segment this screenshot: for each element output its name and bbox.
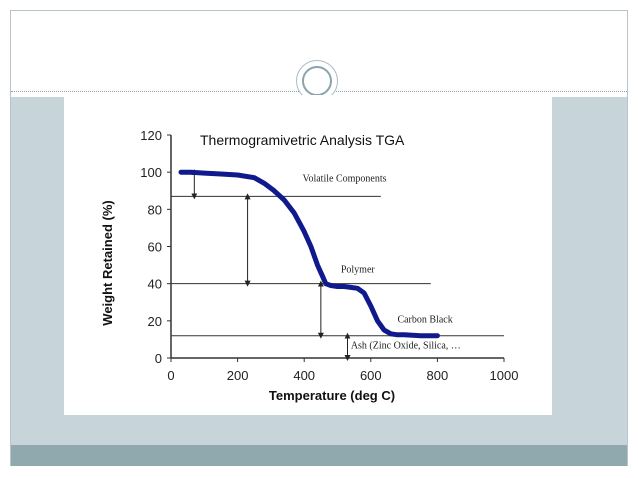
- y-tick-label: 0: [155, 351, 162, 366]
- circle-ornament-inner: [302, 66, 332, 96]
- y-tick-label: 20: [148, 314, 162, 329]
- annotation-label: Carbon Black: [397, 315, 452, 326]
- y-tick-label: 60: [148, 240, 162, 255]
- tga-curve-line: [178, 169, 440, 339]
- annotation-label: Ash (Zinc Oxide, Silica, …: [351, 341, 461, 352]
- x-tick-label: 800: [427, 368, 449, 383]
- annotation-label: Polymer: [341, 265, 376, 276]
- y-tick-label: 40: [148, 277, 162, 292]
- x-tick-label: 200: [227, 368, 249, 383]
- x-tick-label: 600: [360, 368, 382, 383]
- x-tick-label: 1000: [490, 368, 519, 383]
- x-tick-label: 400: [293, 368, 315, 383]
- x-axis-label: Temperature (deg C): [269, 388, 395, 403]
- chart-panel: Thermogramivetric Analysis TGA Temperatu…: [64, 95, 552, 415]
- tga-chart: Thermogramivetric Analysis TGA Temperatu…: [100, 128, 519, 403]
- annotation-label: Volatile Components: [303, 173, 387, 184]
- chart-title: Thermogramivetric Analysis TGA: [200, 132, 405, 148]
- y-tick-label: 80: [148, 202, 162, 217]
- x-tick-label: 0: [167, 368, 174, 383]
- y-tick-label: 120: [140, 128, 162, 143]
- y-tick-label: 100: [140, 165, 162, 180]
- slide-footer-band: [11, 445, 627, 466]
- y-axis-label: Weight Retained (%): [100, 200, 115, 325]
